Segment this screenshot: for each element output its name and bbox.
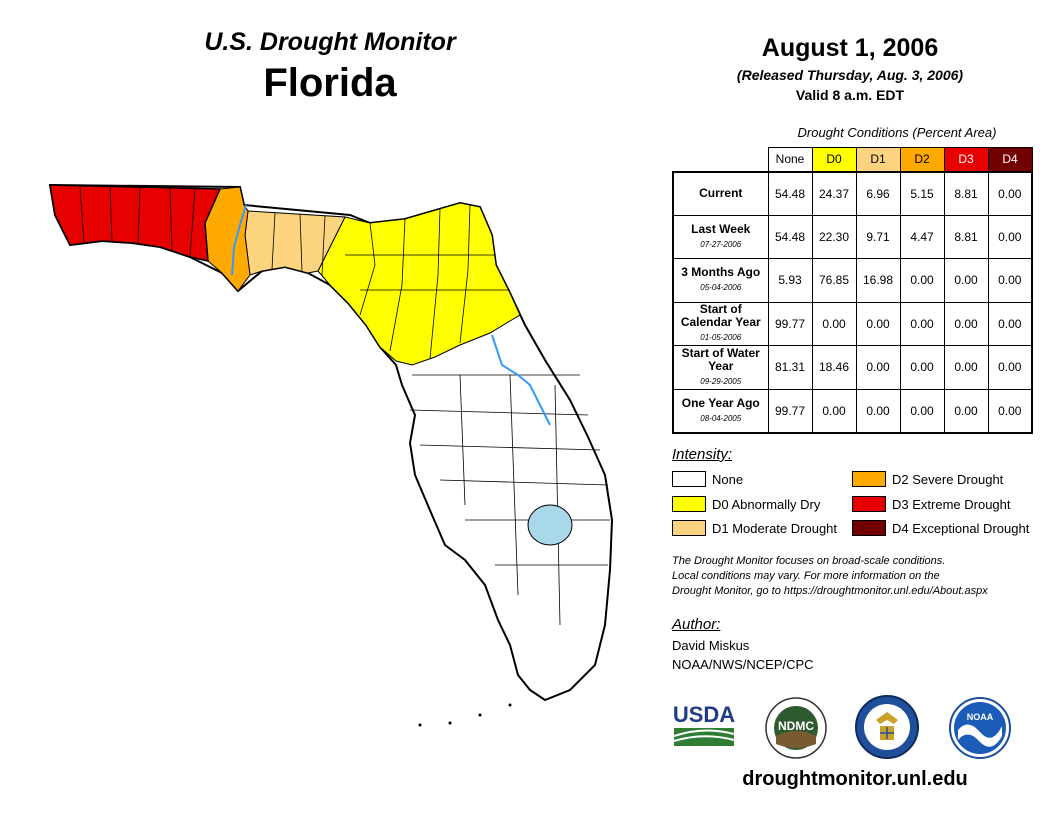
table-cell: 0.00	[899, 345, 945, 390]
florida-keys	[418, 703, 512, 727]
author-title: Author:	[672, 616, 721, 633]
apalachicola-river	[231, 204, 247, 276]
ndmc-logo-text: NDMC	[778, 719, 814, 733]
valid-time: Valid 8 a.m. EDT	[795, 87, 905, 103]
map-title-block: U.S. Drought Monitor Florida	[160, 28, 500, 106]
legend-swatch	[672, 520, 706, 536]
author-name: David Miskus	[672, 638, 750, 653]
table-cell: 0.00	[855, 301, 901, 346]
table-header-row: None D0 D1 D2 D3 D4	[673, 147, 1033, 172]
legend-item-d4: D4 Exceptional Drought	[852, 520, 1029, 536]
table-row: Current 54.48 24.37 6.96 5.15 8.81 0.00	[672, 171, 1033, 216]
table-cell: 0.00	[987, 214, 1033, 259]
table-row: Last Week 07-27-2006 54.48 22.30 9.71 4.4…	[672, 214, 1033, 259]
legend-item-d3: D3 Extreme Drought	[852, 496, 1011, 512]
usda-logo-text: USDA	[673, 702, 735, 727]
table-cell: 0.00	[855, 388, 901, 433]
legend-swatch	[852, 471, 886, 487]
table-cell: 0.00	[899, 301, 945, 346]
table-cell: 99.77	[767, 301, 813, 346]
st-johns-river	[491, 334, 551, 426]
commerce-seal-logo	[855, 695, 919, 759]
ndmc-logo: NDMC	[765, 697, 827, 759]
col-d0: D0	[811, 147, 857, 172]
col-d1: D1	[855, 147, 901, 172]
row-label: Last Week 07-27-2006	[672, 214, 769, 259]
legend-item-none: None	[672, 471, 743, 487]
table-cell: 5.15	[899, 171, 945, 216]
map-subtitle: U.S. Drought Monitor	[204, 28, 456, 56]
table-cell: 99.77	[767, 388, 813, 433]
table-cell: 6.96	[855, 171, 901, 216]
table-cell: 54.48	[767, 171, 813, 216]
table-cell: 8.81	[943, 171, 989, 216]
usda-logo: USDA	[673, 702, 735, 746]
date-block: August 1, 2006 (Released Thursday, Aug. …	[690, 34, 1010, 103]
table-cell: 0.00	[943, 345, 989, 390]
table-row: Start of Calendar Year 01-05-2006 99.77 0…	[672, 301, 1033, 346]
author-org: NOAA/NWS/NCEP/CPC	[672, 657, 814, 672]
col-d4: D4	[987, 147, 1033, 172]
conditions-caption: Drought Conditions (Percent Area)	[797, 125, 997, 140]
table-cell: 16.98	[855, 258, 901, 303]
table-cell: 5.93	[767, 258, 813, 303]
d0-region	[317, 202, 521, 366]
lake-okeechobee	[527, 504, 573, 546]
row-label: 3 Months Ago 05-04-2006	[672, 258, 769, 303]
col-d3: D3	[943, 147, 989, 172]
table-cell: 0.00	[987, 345, 1033, 390]
table-cell: 0.00	[943, 301, 989, 346]
table-cell: 0.00	[943, 258, 989, 303]
legend-title: Intensity:	[672, 446, 733, 463]
table-row: 3 Months Ago 05-04-2006 5.93 76.85 16.98 …	[672, 258, 1033, 303]
monitor-note: The Drought Monitor focuses on broad-sca…	[672, 555, 988, 597]
table-cell: 0.00	[987, 301, 1033, 346]
row-label: Start of Calendar Year 01-05-2006	[672, 301, 769, 346]
table-cell: 22.30	[811, 214, 857, 259]
table-cell: 0.00	[811, 388, 857, 433]
row-label: Current	[672, 171, 769, 216]
table-cell: 0.00	[987, 171, 1033, 216]
release-date: (Released Thursday, Aug. 3, 2006)	[736, 67, 964, 83]
table-cell: 54.48	[767, 214, 813, 259]
table-cell: 4.47	[899, 214, 945, 259]
table-cell: 0.00	[899, 258, 945, 303]
table-cell: 0.00	[987, 388, 1033, 433]
legend-item-d1: D1 Moderate Drought	[672, 520, 837, 536]
noaa-logo-text: NOAA	[967, 712, 994, 722]
florida-drought-map	[48, 183, 614, 727]
legend-item-d0: D0 Abnormally Dry	[672, 496, 820, 512]
drought-conditions-table: None D0 D1 D2 D3 D4 Current 54.48 24.37 …	[672, 147, 1033, 434]
legend-swatch	[672, 496, 706, 512]
col-d2: D2	[899, 147, 945, 172]
col-none: None	[767, 147, 813, 172]
table-cell: 0.00	[855, 345, 901, 390]
legend-swatch	[852, 520, 886, 536]
table-cell: 18.46	[811, 345, 857, 390]
table-cell: 0.00	[943, 388, 989, 433]
table-cell: 24.37	[811, 171, 857, 216]
row-label: One Year Ago 08-04-2005	[672, 388, 769, 433]
table-cell: 81.31	[767, 345, 813, 390]
legend-item-d2: D2 Severe Drought	[852, 471, 1003, 487]
d3-region	[49, 184, 222, 262]
table-row: One Year Ago 08-04-2005 99.77 0.00 0.00 0…	[672, 388, 1033, 433]
table-cell: 76.85	[811, 258, 857, 303]
table-cell: 8.81	[943, 214, 989, 259]
row-label: Start of Water Year 09-29-2005	[672, 345, 769, 390]
map-date: August 1, 2006	[761, 34, 939, 62]
legend-swatch	[852, 496, 886, 512]
legend-swatch	[672, 471, 706, 487]
table-row: Start of Water Year 09-29-2005 81.31 18.4…	[672, 345, 1033, 390]
table-cell: 0.00	[987, 258, 1033, 303]
table-cell: 0.00	[811, 301, 857, 346]
map-state-title: Florida	[263, 61, 397, 105]
table-cell: 9.71	[855, 214, 901, 259]
website-link[interactable]: droughtmonitor.unl.edu	[742, 768, 968, 790]
noaa-logo: NOAA	[949, 697, 1011, 759]
table-cell: 0.00	[899, 388, 945, 433]
